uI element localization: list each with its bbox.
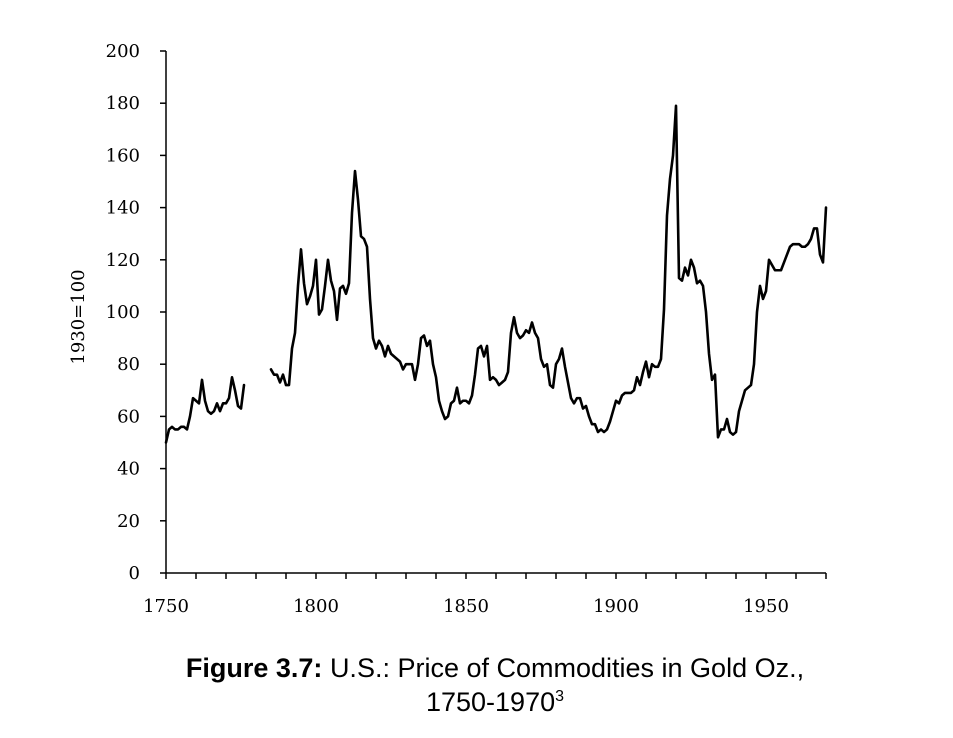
y-tick-label: 140 bbox=[106, 198, 140, 219]
series-line-segment bbox=[164, 375, 246, 444]
series-line-segment bbox=[269, 104, 828, 439]
y-axis-label: 1930=100 bbox=[68, 269, 89, 364]
x-tick-label: 1850 bbox=[443, 596, 489, 617]
y-tick-label: 0 bbox=[129, 563, 140, 584]
figure-caption-line-1: Figure 3.7: U.S.: Price of Commodities i… bbox=[0, 652, 953, 685]
x-tick-label: 1950 bbox=[743, 596, 789, 617]
y-tick-label: 200 bbox=[106, 41, 140, 62]
y-tick-label: 60 bbox=[117, 406, 140, 427]
y-tick-label: 40 bbox=[117, 459, 140, 480]
figure-caption-years: 1750-1970 bbox=[425, 687, 556, 717]
y-tick-label: 120 bbox=[106, 250, 140, 271]
chart-ticks: 0 20 40 60 80 100 120 140 160 180 200 1750 1800 1850 1… bbox=[106, 41, 827, 617]
figure-caption-label: Figure 3.7: bbox=[185, 653, 323, 683]
figure-caption-line-2: 1750-19703 bbox=[0, 686, 953, 719]
line-chart: 0 20 40 60 80 100 120 140 160 180 200 1750 1800 1850 1… bbox=[68, 41, 828, 617]
x-tick-label: 1800 bbox=[293, 596, 339, 617]
y-tick-label: 100 bbox=[106, 302, 140, 323]
y-tick-label: 160 bbox=[106, 145, 140, 166]
y-tick-label: 20 bbox=[117, 511, 140, 532]
chart-axes bbox=[165, 51, 826, 574]
chart-series bbox=[164, 104, 828, 444]
figure-caption-title: U.S.: Price of Commodities in Gold Oz., bbox=[329, 653, 805, 683]
figure-caption-footnote-mark: 3 bbox=[555, 688, 565, 705]
y-tick-label: 180 bbox=[106, 93, 140, 114]
x-tick-label: 1750 bbox=[143, 596, 189, 617]
y-tick-label: 80 bbox=[117, 354, 140, 375]
x-tick-label: 1900 bbox=[593, 596, 639, 617]
